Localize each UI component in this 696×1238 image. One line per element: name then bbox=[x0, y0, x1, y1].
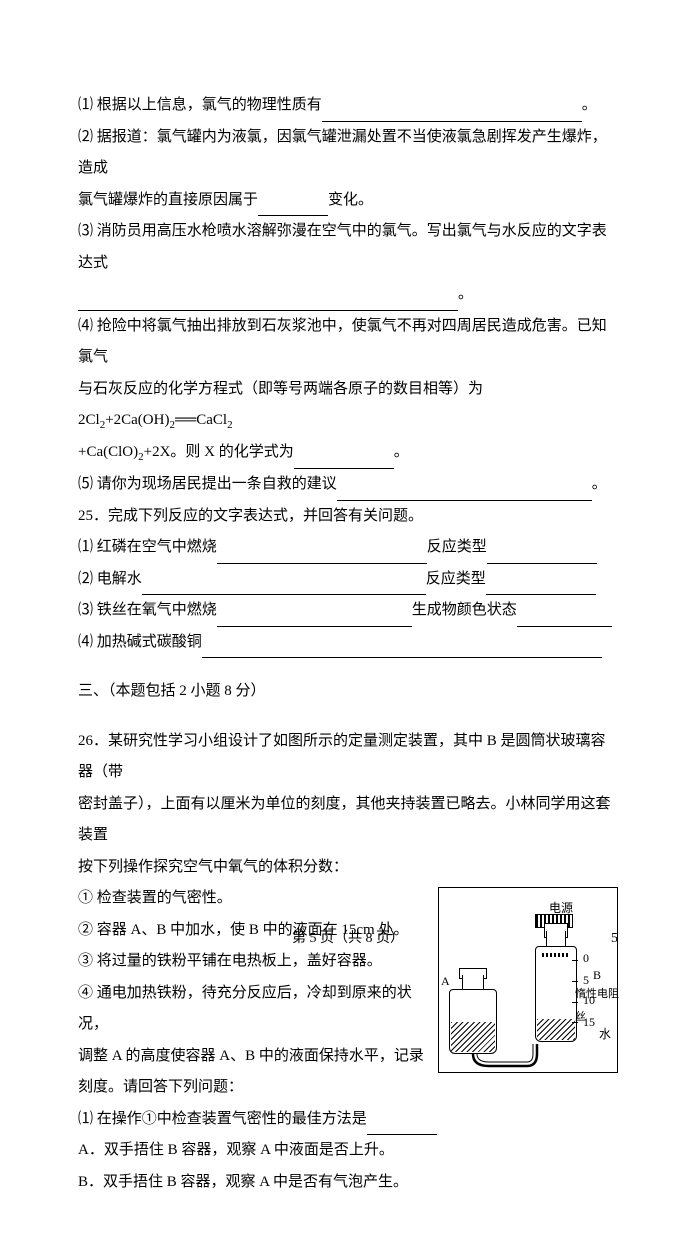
q25-2-b2 bbox=[486, 576, 596, 595]
q4b: 与石灰反应的化学方程式（即等号两端各原子的数目相等）为 2Cl 2 +2Ca(OH)… bbox=[78, 374, 618, 438]
q4c-mid: +2X。则 X 的化学式为 bbox=[144, 444, 294, 460]
page-content: ⑴ 根据以上信息，氯气的物理性质有。 ⑵ 据报道：氯气罐内为液氯，因氯气罐泄漏处… bbox=[0, 0, 696, 1238]
q3b: 。 bbox=[78, 279, 618, 311]
q25-3-b2 bbox=[517, 608, 612, 627]
f3: ══CaCl bbox=[175, 412, 227, 428]
tube-svg bbox=[439, 888, 617, 1072]
q25-1-mid: 反应类型 bbox=[427, 539, 487, 555]
q1-blank bbox=[322, 103, 582, 122]
q2b-post: 变化。 bbox=[328, 192, 373, 208]
q25-1-b2 bbox=[487, 545, 597, 564]
q1-end: 。 bbox=[582, 97, 597, 113]
q25-3-pre: ⑶ 铁丝在氧气中燃烧 bbox=[78, 602, 217, 618]
q25-2: ⑵ 电解水 反应类型 bbox=[78, 564, 618, 596]
q5: ⑸ 请你为现场居民提出一条自救的建议 。 bbox=[78, 469, 618, 501]
q25-1-b1 bbox=[217, 545, 427, 564]
q3-end: 。 bbox=[458, 286, 473, 302]
q25-2-b1 bbox=[142, 576, 426, 595]
q4c-blank bbox=[294, 450, 394, 469]
q3a: ⑶ 消防员用高压水枪喷水溶解弥漫在空气中的氯气。写出氯气与水反应的文字表达式 bbox=[78, 216, 618, 279]
q26c: 按下列操作探究空气中氧气的体积分数： bbox=[78, 852, 618, 884]
q25-1: ⑴ 红磷在空气中燃烧 反应类型 bbox=[78, 532, 618, 564]
q4c-end: 。 bbox=[394, 444, 409, 460]
sec3: 三、（本题包括 2 小题 8 分） bbox=[78, 676, 618, 708]
q4c: +Ca(ClO)2+2X。则 X 的化学式为。 bbox=[78, 437, 618, 469]
q25-2-pre: ⑵ 电解水 bbox=[78, 571, 142, 587]
q2b-pre: 氯气罐爆炸的直接原因属于 bbox=[78, 192, 258, 208]
q25-1-pre: ⑴ 红磷在空气中燃烧 bbox=[78, 539, 217, 555]
s2c: 2 bbox=[227, 419, 233, 431]
q4c-pre: +Ca(ClO) bbox=[78, 444, 138, 460]
q25-3: ⑶ 铁丝在氧气中燃烧 生成物颜色状态 bbox=[78, 595, 618, 627]
q5-pre: ⑸ 请你为现场居民提出一条自救的建议 bbox=[78, 476, 337, 492]
footer: 第 5 页（共 8 页） bbox=[0, 927, 696, 947]
q25-3-b1 bbox=[217, 608, 412, 627]
q25-4-b1 bbox=[202, 639, 602, 658]
q4a: ⑷ 抢险中将氯气抽出排放到石灰浆池中，使氯气不再对四周居民造成危害。已知氯气 bbox=[78, 311, 618, 374]
optB: B．双手捂住 B 容器，观察 A 中是否有气泡产生。 bbox=[78, 1167, 618, 1199]
q26b: 密封盖子），上面有以厘米为单位的刻度，其他夹持装置已略去。小林同学用这套装置 bbox=[78, 789, 618, 852]
optA: A．双手捂住 B 容器，观察 A 中液面是否上升。 bbox=[78, 1135, 618, 1167]
sub1-blank bbox=[367, 1116, 437, 1135]
q3-blank bbox=[78, 292, 458, 311]
q1: ⑴ 根据以上信息，氯气的物理性质有 。 bbox=[78, 90, 618, 122]
q25-2-mid: 反应类型 bbox=[426, 571, 486, 587]
q25-4-pre: ⑷ 加热碱式碳酸铜 bbox=[78, 634, 202, 650]
q2b: 氯气罐爆炸的直接原因属于 变化。 bbox=[78, 185, 618, 217]
f2: +2Ca(OH) bbox=[105, 412, 169, 428]
q5-blank bbox=[337, 482, 592, 501]
q5-end: 。 bbox=[592, 476, 607, 492]
q1-text: ⑴ 根据以上信息，氯气的物理性质有 bbox=[78, 97, 322, 113]
q2a: ⑵ 据报道：氯气罐内为液氯，因氯气罐泄漏处置不当使液氯急剧挥发产生爆炸，造成 bbox=[78, 122, 618, 185]
q4b-pre: 与石灰反应的化学方程式（即等号两端各原子的数目相等）为 bbox=[78, 381, 483, 397]
q25-4: ⑷ 加热碱式碳酸铜 bbox=[78, 627, 618, 659]
q25-3-mid: 生成物颜色状态 bbox=[412, 602, 517, 618]
q25: 25．完成下列反应的文字表达式，并回答有关问题。 bbox=[78, 501, 618, 533]
page-number: 5 bbox=[611, 931, 618, 947]
s4c: 刻度。请回答下列问题： bbox=[78, 1072, 618, 1104]
sub1: ⑴ 在操作①中检查装置气密性的最佳方法是 bbox=[78, 1104, 618, 1136]
q2b-blank bbox=[258, 197, 328, 216]
apparatus-figure: 电源 0 5 B 10 惰性电阻丝 15 水 bbox=[438, 887, 618, 1073]
q26a: 26．某研究性学习小组设计了如图所示的定量测定装置，其中 B 是圆筒状玻璃容器（… bbox=[78, 726, 618, 789]
f1: 2Cl bbox=[78, 412, 100, 428]
sub1-pre: ⑴ 在操作①中检查装置气密性的最佳方法是 bbox=[78, 1111, 367, 1127]
